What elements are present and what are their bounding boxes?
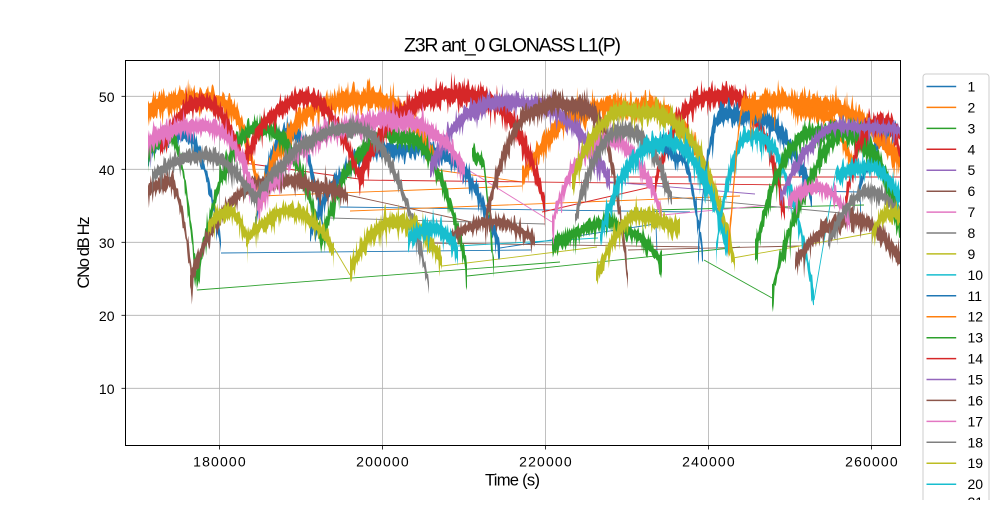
svg-text:40: 40: [99, 162, 115, 178]
svg-text:Time (s): Time (s): [485, 470, 540, 489]
svg-text:19: 19: [968, 455, 984, 471]
svg-text:240000: 240000: [682, 453, 735, 469]
svg-text:20: 20: [968, 476, 984, 492]
svg-text:16: 16: [968, 392, 984, 408]
svg-text:18: 18: [968, 434, 984, 450]
svg-text:10: 10: [99, 381, 115, 397]
svg-text:1: 1: [968, 79, 976, 95]
svg-text:180000: 180000: [193, 453, 246, 469]
svg-text:260000: 260000: [845, 453, 898, 469]
svg-text:12: 12: [968, 309, 984, 325]
svg-text:220000: 220000: [519, 453, 572, 469]
svg-text:10: 10: [968, 267, 984, 283]
svg-text:CNo dB Hz: CNo dB Hz: [74, 217, 93, 289]
svg-text:5: 5: [968, 162, 976, 178]
svg-text:17: 17: [968, 413, 984, 429]
svg-text:50: 50: [99, 89, 115, 105]
svg-text:8: 8: [968, 225, 976, 241]
svg-text:13: 13: [968, 330, 984, 346]
svg-text:9: 9: [968, 246, 976, 262]
svg-text:7: 7: [968, 204, 976, 220]
svg-text:20: 20: [99, 308, 115, 324]
svg-text:Z3R ant_0 GLONASS L1(P): Z3R ant_0 GLONASS L1(P): [404, 35, 621, 57]
svg-text:15: 15: [968, 372, 984, 388]
svg-text:200000: 200000: [356, 453, 409, 469]
svg-text:11: 11: [968, 288, 983, 304]
svg-text:4: 4: [968, 141, 976, 157]
svg-text:3: 3: [968, 120, 976, 136]
svg-text:14: 14: [968, 351, 984, 367]
svg-text:2: 2: [968, 99, 976, 115]
svg-text:21: 21: [968, 494, 984, 500]
svg-text:30: 30: [99, 235, 115, 251]
svg-text:6: 6: [968, 183, 976, 199]
